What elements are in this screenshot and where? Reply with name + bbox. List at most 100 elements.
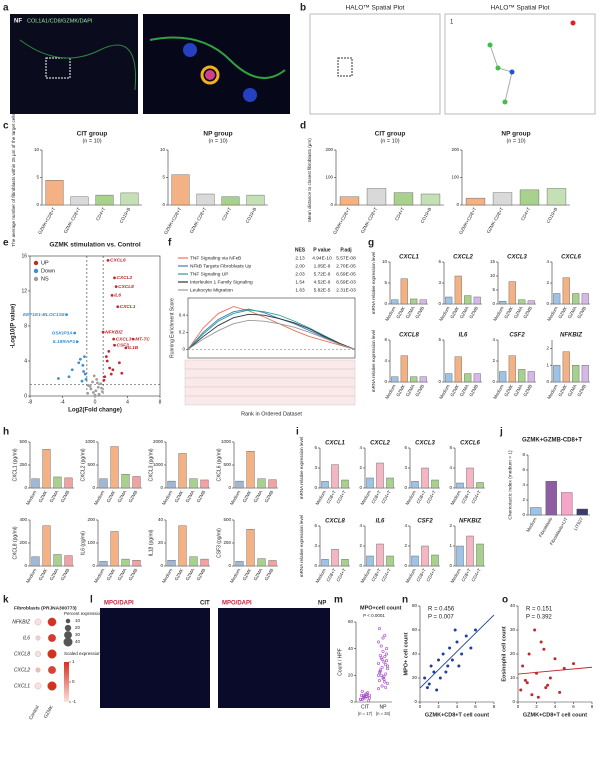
legend-title: Percent expression [64,611,103,616]
y-tick-label: 8 [24,323,27,329]
point [562,666,566,670]
cell [495,65,501,71]
table-cell: 5.82E-5 [314,287,331,293]
point [376,640,380,644]
y-label: CXCL1 (pg/ml) [12,448,18,481]
gene-label: CXCL8 [14,651,30,657]
point [379,673,383,677]
panel-letter: f [168,238,172,249]
x-tick-label: CD19+B [545,207,558,224]
point [385,667,389,671]
y-tick-label: 1000 [85,439,96,444]
x-tick-label: GZMK [38,490,49,504]
y-label: CXCL3 (pg/ml) [148,448,154,481]
x-tick-label: GZMK-CD8+T [189,206,208,234]
bar [431,479,439,489]
group-title: CIT group [375,131,406,138]
legend-swatch [33,268,39,274]
bar [339,196,360,206]
y-tick-label: 200 [451,147,459,152]
point [553,657,557,661]
x-tick-label: Medium [93,567,105,584]
bar [376,543,384,567]
stat-label: R = 0.151 [526,607,553,613]
bar [465,197,486,206]
fit-line [419,614,495,689]
bar [420,193,441,206]
panel-title: CXCL1 [325,441,345,447]
fiber [149,36,286,79]
bar [419,376,427,383]
plot-title: HALO™ Spatial Plot [491,5,550,12]
x-tick-label: 0 [517,704,520,709]
y-tick-label: 0 [228,563,231,568]
panel-letter: j [499,427,503,438]
x-tick-label: 0 [94,399,97,405]
x-tick-label: GZMB [60,490,71,504]
gene-label: CXCL1 [120,304,136,310]
y-tick-label: 500 [87,462,95,467]
point [108,366,112,370]
gene-label: GSKIP3A [52,330,74,336]
point [385,647,389,651]
point [120,371,124,375]
y-tick-label: 0 [359,485,362,490]
point [124,346,128,350]
micrograph-zoom [143,14,290,114]
x-tick-label: Medium [450,567,462,584]
x-tick-label: GZMK [503,306,514,320]
x-tick-label: GZMK [557,384,568,398]
group-n: (n = 10) [380,138,399,144]
table-header: P value [313,247,331,253]
legend-label: UP [41,260,49,266]
nucleus [183,43,197,57]
x-tick-label: GZMK [242,490,253,504]
x-tick-label: Medium [25,567,37,584]
panel-letter: n [402,595,408,606]
stat-label: P = 0.392 [526,615,552,621]
bar [581,293,589,305]
x-tick-label: GZMB [414,384,425,398]
point [521,664,525,668]
y-tick-label: 8 [522,452,525,457]
y-tick-label: 500 [223,462,231,467]
point [525,681,529,685]
x-tick-label: CD4+T [425,489,437,504]
point [96,385,100,389]
x-tick-label: CD19+B [244,207,257,224]
panel-letter: a [3,3,9,14]
bar [167,480,176,489]
x-tick-label: Medium [25,489,37,506]
x-tick-label: CD8+T [325,567,337,582]
color-scale [64,662,69,702]
point [81,363,85,367]
point [365,692,369,696]
point [382,677,386,681]
enrichment-curve [187,308,356,350]
x-tick-label: CIT [361,704,369,710]
gene-label: EEF1E1-BLOC1S5 [23,312,65,318]
plot-label: 1 [450,20,454,26]
y-tick-label: 500 [19,439,27,444]
fit-line [517,666,593,675]
x-tick-label: GZMB [128,568,139,582]
bar [546,188,567,206]
gene-label: MT-TC [135,336,150,342]
point [67,375,71,379]
group-n: (n = 10) [208,138,227,144]
legend-swatch [33,260,39,266]
point [423,676,427,680]
panel-letter: k [3,595,9,606]
barcode [184,359,356,406]
x-tick-label: 8 [159,399,162,405]
x-tick-label: Medium [161,489,173,506]
chart-title: MPO+cell count [360,605,402,611]
x-tick-label: GZMA [117,490,128,504]
y-tick-label: 0 [449,485,452,490]
image-label: NP [318,601,326,607]
legend-dot [63,637,73,647]
x-tick-label: GZMB [522,306,533,320]
x-tick-label: GZMA [567,384,578,398]
y-label: mRNA relative expression level [299,437,304,499]
enrichment-curve [187,313,356,350]
